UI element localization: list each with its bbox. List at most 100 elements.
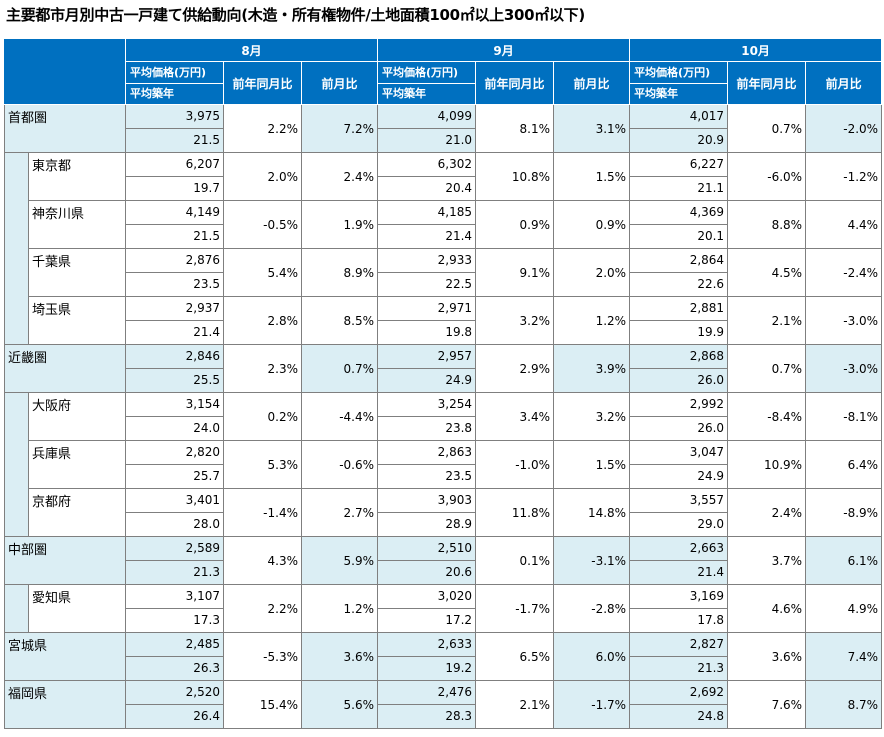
table-row: 19.7 20.4 21.1 bbox=[5, 176, 882, 201]
table-row: 26.4 28.3 24.8 bbox=[5, 704, 882, 729]
region-name: 福岡県 bbox=[4, 680, 126, 729]
indent-cell bbox=[4, 200, 29, 249]
prefecture-name: 京都府 bbox=[28, 488, 126, 537]
age-cell: 21.0 bbox=[377, 128, 477, 153]
mom-cell: 6.1% bbox=[805, 536, 883, 585]
price-cell: 6,227 bbox=[629, 152, 729, 177]
table-row: 中部圏 2,589 4.3% 5.9% 2,510 0.1% -3.1% 2,663 3.7% 6… bbox=[4, 536, 883, 585]
mom-cell: 3.9% bbox=[553, 344, 631, 393]
yoy-cell: -1.0% bbox=[475, 440, 555, 489]
table-row: 福岡県 2,520 15.4% 5.6% 2,476 2.1% -1.7% 2,692 7.6%… bbox=[4, 680, 883, 729]
table-row: 愛知県 3,107 2.2% 1.2% 3,020 -1.7% -2.8% 3,169 4.6%… bbox=[4, 584, 883, 633]
indent-cell bbox=[4, 488, 29, 537]
age-cell: 21.1 bbox=[629, 176, 729, 201]
table-row: 宮城県 2,485 -5.3% 3.6% 2,633 6.5% 6.0% 2,827 3.6% 7… bbox=[4, 632, 883, 681]
yoy-cell: 3.4% bbox=[475, 392, 555, 441]
mom-cell: -2.8% bbox=[553, 584, 631, 633]
yoy-cell: 0.9% bbox=[475, 200, 555, 249]
mom-header: 前月比 bbox=[553, 61, 631, 105]
age-cell: 20.4 bbox=[377, 176, 477, 201]
indent-cell bbox=[4, 152, 29, 201]
yoy-cell: 2.3% bbox=[223, 344, 302, 393]
price-age-header: 平均価格(万円) 平均築年 bbox=[125, 61, 224, 105]
table-row: 首都圏 3,975 2.2% 7.2% 4,099 8.1% 3.1% 4,017 0.7% -2… bbox=[4, 104, 883, 153]
yoy-cell: 4.5% bbox=[727, 248, 807, 297]
mom-cell: -3.0% bbox=[805, 344, 883, 393]
age-cell: 19.2 bbox=[377, 656, 477, 681]
mom-cell: -1.7% bbox=[553, 680, 631, 729]
prefecture-name: 東京都 bbox=[28, 152, 126, 201]
price-age-header: 平均価格(万円) 平均築年 bbox=[377, 61, 477, 105]
table-row: 24.0 23.8 26.0 bbox=[5, 416, 882, 441]
price-cell: 2,820 bbox=[125, 440, 224, 465]
price-cell: 2,992 bbox=[629, 392, 729, 417]
price-cell: 6,302 bbox=[377, 152, 477, 177]
age-cell: 28.3 bbox=[377, 704, 477, 729]
age-cell: 20.1 bbox=[629, 224, 729, 249]
age-cell: 20.9 bbox=[629, 128, 729, 153]
indent-cell bbox=[4, 248, 29, 297]
yoy-cell: 0.7% bbox=[727, 344, 807, 393]
price-header: 平均価格(万円) bbox=[378, 63, 475, 84]
price-cell: 3,557 bbox=[629, 488, 729, 513]
mom-cell: 2.7% bbox=[300, 488, 379, 537]
age-cell: 21.4 bbox=[377, 224, 477, 249]
region-name: 中部圏 bbox=[4, 536, 126, 585]
age-cell: 17.2 bbox=[377, 608, 477, 633]
mom-cell: -1.2% bbox=[805, 152, 883, 201]
age-cell: 23.8 bbox=[377, 416, 477, 441]
yoy-cell: 0.1% bbox=[475, 536, 555, 585]
table-row: 京都府 3,401 -1.4% 2.7% 3,903 11.8% 14.8% 3,557 2.4… bbox=[4, 488, 883, 537]
yoy-cell: 3.6% bbox=[727, 632, 807, 681]
mom-cell: 1.2% bbox=[553, 296, 631, 345]
yoy-cell: 10.9% bbox=[727, 440, 807, 489]
price-cell: 3,107 bbox=[125, 584, 224, 609]
yoy-cell: 10.8% bbox=[475, 152, 555, 201]
price-cell: 2,476 bbox=[377, 680, 477, 705]
mom-cell: -3.1% bbox=[553, 536, 631, 585]
age-cell: 21.3 bbox=[125, 560, 224, 585]
table-row: 近畿圏 2,846 2.3% 0.7% 2,957 2.9% 3.9% 2,868 0.7% -3… bbox=[4, 344, 883, 393]
price-cell: 3,903 bbox=[377, 488, 477, 513]
age-cell: 26.0 bbox=[629, 416, 729, 441]
yoy-cell: 11.8% bbox=[475, 488, 555, 537]
prefecture-name: 埼玉県 bbox=[28, 296, 126, 345]
mom-cell: 1.9% bbox=[300, 200, 379, 249]
region-name: 宮城県 bbox=[4, 632, 126, 681]
table-row: 兵庫県 2,820 5.3% -0.6% 2,863 -1.0% 1.5% 3,047 10.9… bbox=[4, 440, 883, 489]
price-cell: 2,520 bbox=[125, 680, 224, 705]
age-cell: 26.4 bbox=[125, 704, 224, 729]
yoy-cell: -6.0% bbox=[727, 152, 807, 201]
table-row: 23.5 22.5 22.6 bbox=[5, 272, 882, 297]
price-cell: 2,692 bbox=[629, 680, 729, 705]
yoy-cell: 2.9% bbox=[475, 344, 555, 393]
yoy-cell: 3.7% bbox=[727, 536, 807, 585]
price-cell: 4,149 bbox=[125, 200, 224, 225]
table-row: 21.5 21.0 20.9 bbox=[5, 128, 882, 153]
prefecture-name: 神奈川県 bbox=[28, 200, 126, 249]
price-cell: 2,510 bbox=[377, 536, 477, 561]
indent-cell bbox=[4, 584, 29, 633]
mom-cell: 14.8% bbox=[553, 488, 631, 537]
mom-cell: 1.5% bbox=[553, 440, 631, 489]
price-cell: 3,254 bbox=[377, 392, 477, 417]
price-cell: 2,881 bbox=[629, 296, 729, 321]
price-cell: 2,633 bbox=[377, 632, 477, 657]
age-cell: 24.0 bbox=[125, 416, 224, 441]
price-cell: 4,099 bbox=[377, 104, 477, 129]
yoy-cell: 2.0% bbox=[223, 152, 302, 201]
age-cell: 26.0 bbox=[629, 368, 729, 393]
month-header: 10月 bbox=[629, 38, 883, 62]
table-row: 埼玉県 2,937 2.8% 8.5% 2,971 3.2% 1.2% 2,881 2.1% -3… bbox=[4, 296, 883, 345]
page-title: 主要都市月別中古一戸建て供給動向(木造・所有権物件/土地面積100㎡以上300㎡… bbox=[6, 6, 585, 24]
yoy-cell: 15.4% bbox=[223, 680, 302, 729]
price-cell: 2,868 bbox=[629, 344, 729, 369]
prefecture-name: 千葉県 bbox=[28, 248, 126, 297]
price-cell: 3,169 bbox=[629, 584, 729, 609]
mom-cell: 8.9% bbox=[300, 248, 379, 297]
table-row: 26.3 19.2 21.3 bbox=[5, 656, 882, 681]
price-cell: 2,937 bbox=[125, 296, 224, 321]
age-cell: 19.7 bbox=[125, 176, 224, 201]
yoy-cell: 0.2% bbox=[223, 392, 302, 441]
price-cell: 2,663 bbox=[629, 536, 729, 561]
